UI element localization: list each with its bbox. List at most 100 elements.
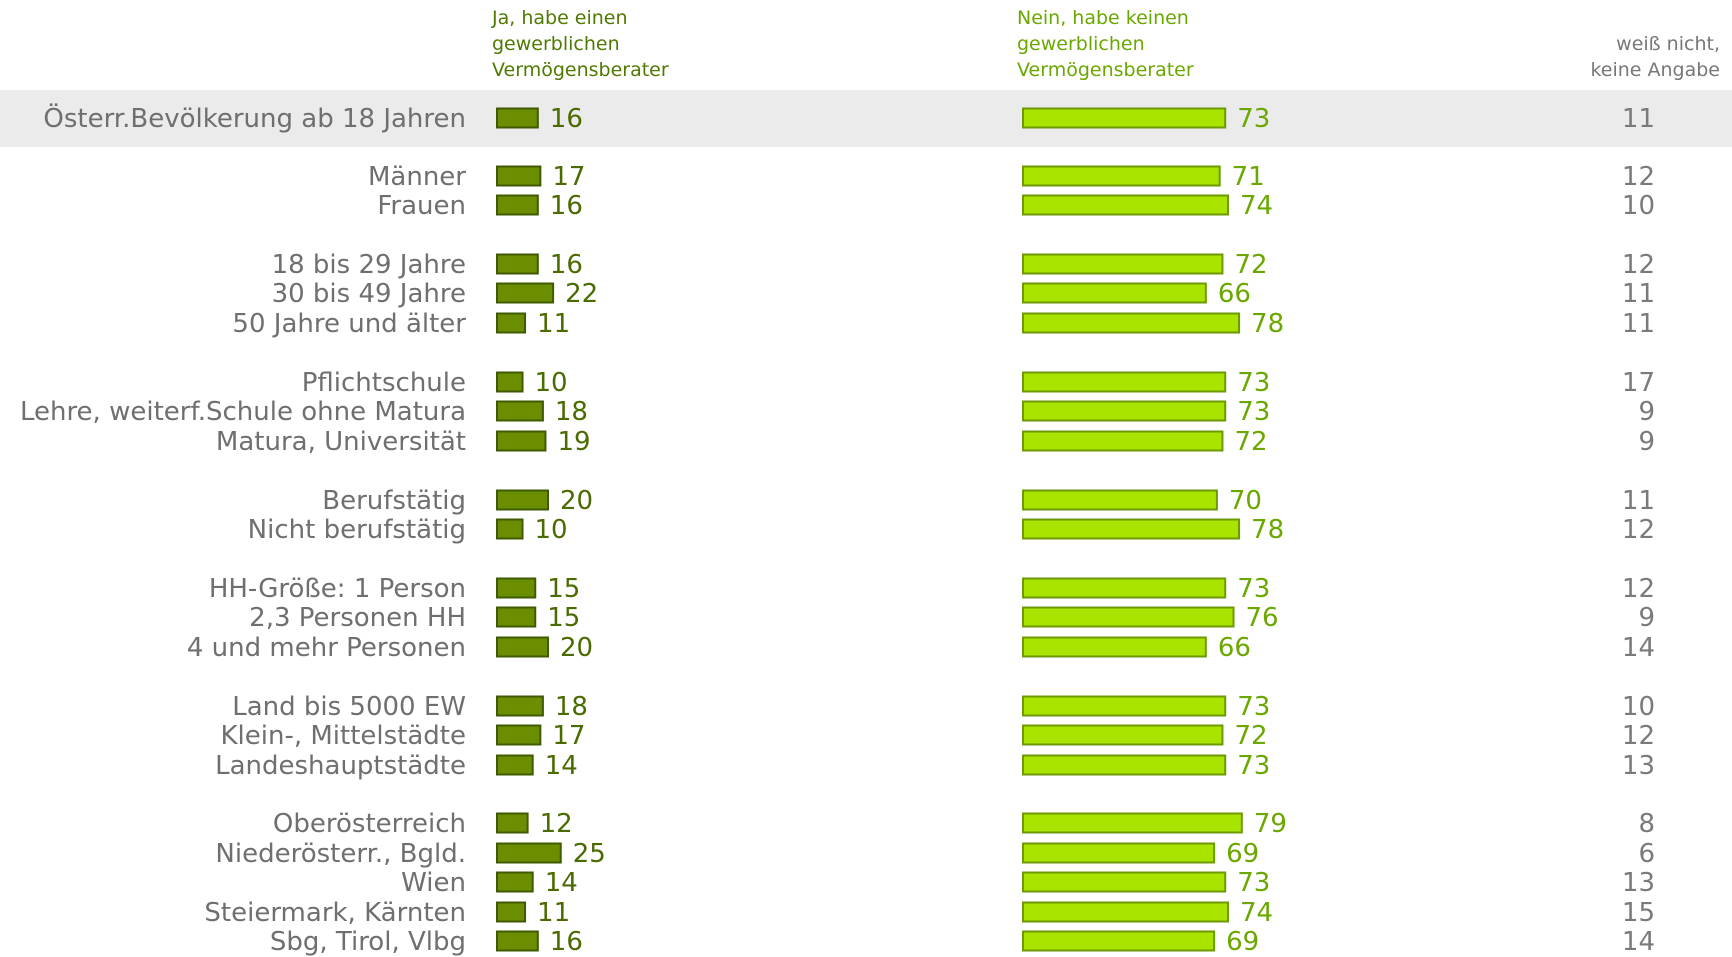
value-label-yes: 22 bbox=[565, 279, 598, 309]
value-label-no: 71 bbox=[1232, 162, 1265, 192]
bar-no bbox=[1022, 400, 1227, 422]
total-row-highlight bbox=[0, 90, 1732, 147]
category-label: 2,3 Personen HH bbox=[249, 603, 466, 633]
value-label-dont-know: 11 bbox=[1622, 104, 1655, 134]
value-label-yes: 11 bbox=[537, 309, 570, 339]
value-label-dont-know: 15 bbox=[1622, 898, 1655, 928]
bar-no bbox=[1022, 371, 1227, 393]
bar-yes bbox=[496, 430, 547, 452]
value-label-yes: 16 bbox=[550, 104, 583, 134]
value-label-dont-know: 9 bbox=[1638, 427, 1655, 457]
bar-yes bbox=[496, 312, 527, 334]
value-label-no: 78 bbox=[1251, 515, 1284, 545]
bar-no bbox=[1022, 430, 1224, 452]
category-label: Berufstätig bbox=[322, 486, 466, 516]
value-label-yes: 16 bbox=[550, 250, 583, 280]
value-label-no: 73 bbox=[1237, 692, 1270, 722]
category-label: 30 bis 49 Jahre bbox=[272, 279, 466, 309]
bar-yes bbox=[496, 842, 562, 864]
column-header-yes: Ja, habe einen gewerblichen Vermögensber… bbox=[492, 7, 669, 81]
bar-no bbox=[1022, 518, 1241, 540]
bar-yes bbox=[496, 695, 544, 717]
bar-yes bbox=[496, 930, 539, 952]
value-label-no: 78 bbox=[1251, 309, 1284, 339]
bar-yes bbox=[496, 371, 524, 393]
bar-yes bbox=[496, 577, 537, 599]
bar-no bbox=[1022, 107, 1227, 129]
value-label-yes: 19 bbox=[557, 427, 590, 457]
value-label-no: 73 bbox=[1237, 368, 1270, 398]
value-label-yes: 15 bbox=[547, 603, 580, 633]
value-label-no: 73 bbox=[1237, 574, 1270, 604]
category-label: Klein-, Mittelstädte bbox=[220, 721, 466, 751]
value-label-dont-know: 14 bbox=[1622, 927, 1655, 957]
value-label-dont-know: 11 bbox=[1622, 279, 1655, 309]
bar-no bbox=[1022, 695, 1227, 717]
category-label: Landeshauptstädte bbox=[215, 751, 466, 781]
value-label-no: 73 bbox=[1237, 751, 1270, 781]
value-label-no: 70 bbox=[1229, 486, 1262, 516]
category-label: Österr.Bevölkerung ab 18 Jahren bbox=[43, 102, 466, 134]
value-label-dont-know: 8 bbox=[1638, 809, 1655, 839]
category-label: 18 bis 29 Jahre bbox=[272, 250, 466, 280]
bar-no bbox=[1022, 194, 1229, 216]
bar-yes bbox=[496, 282, 555, 304]
bar-yes bbox=[496, 107, 539, 129]
bar-no bbox=[1022, 577, 1227, 599]
value-label-dont-know: 10 bbox=[1622, 692, 1655, 722]
value-label-yes: 16 bbox=[550, 191, 583, 221]
bar-yes bbox=[496, 518, 524, 540]
value-label-no: 74 bbox=[1240, 191, 1273, 221]
value-label-no: 74 bbox=[1240, 898, 1273, 928]
value-label-no: 76 bbox=[1246, 603, 1279, 633]
category-label: Land bis 5000 EW bbox=[232, 692, 466, 722]
value-label-yes: 16 bbox=[550, 927, 583, 957]
value-label-no: 79 bbox=[1254, 809, 1287, 839]
value-label-dont-know: 13 bbox=[1622, 751, 1655, 781]
value-label-yes: 18 bbox=[555, 397, 588, 427]
bar-no bbox=[1022, 871, 1227, 893]
bar-no bbox=[1022, 754, 1227, 776]
value-label-dont-know: 13 bbox=[1622, 868, 1655, 898]
value-label-yes: 20 bbox=[560, 633, 593, 663]
value-label-no: 73 bbox=[1237, 397, 1270, 427]
value-label-no: 66 bbox=[1218, 279, 1251, 309]
value-label-yes: 17 bbox=[552, 162, 585, 192]
value-label-yes: 18 bbox=[555, 692, 588, 722]
value-label-no: 66 bbox=[1218, 633, 1251, 663]
bar-yes bbox=[496, 901, 527, 923]
bar-no bbox=[1022, 253, 1224, 275]
value-label-no: 73 bbox=[1237, 868, 1270, 898]
value-label-yes: 17 bbox=[552, 721, 585, 751]
category-label: Wien bbox=[401, 868, 466, 898]
bar-yes bbox=[496, 606, 537, 628]
value-label-yes: 10 bbox=[535, 368, 568, 398]
value-label-dont-know: 11 bbox=[1622, 486, 1655, 516]
value-label-dont-know: 9 bbox=[1638, 397, 1655, 427]
value-label-dont-know: 6 bbox=[1638, 839, 1655, 869]
bar-no bbox=[1022, 165, 1221, 187]
value-label-dont-know: 12 bbox=[1622, 162, 1655, 192]
value-label-no: 73 bbox=[1237, 104, 1270, 134]
value-label-dont-know: 17 bbox=[1622, 368, 1655, 398]
category-label: Nicht berufstätig bbox=[248, 515, 466, 545]
column-header-no: Nein, habe keinen gewerblichen Vermögens… bbox=[1017, 7, 1194, 81]
bar-yes bbox=[496, 636, 549, 658]
bar-no bbox=[1022, 636, 1207, 658]
category-label: Oberösterreich bbox=[273, 809, 466, 839]
category-label: Matura, Universität bbox=[216, 427, 466, 457]
value-label-dont-know: 12 bbox=[1622, 721, 1655, 751]
category-label: Steiermark, Kärnten bbox=[204, 898, 466, 928]
bar-no bbox=[1022, 930, 1216, 952]
category-label: 4 und mehr Personen bbox=[187, 633, 466, 663]
value-label-no: 69 bbox=[1226, 839, 1259, 869]
value-label-no: 72 bbox=[1234, 250, 1267, 280]
value-label-yes: 10 bbox=[535, 515, 568, 545]
value-label-dont-know: 12 bbox=[1622, 515, 1655, 545]
bar-no bbox=[1022, 489, 1218, 511]
category-label: Frauen bbox=[377, 191, 466, 221]
value-label-dont-know: 9 bbox=[1638, 603, 1655, 633]
value-label-no: 69 bbox=[1226, 927, 1259, 957]
bar-yes bbox=[496, 194, 539, 216]
